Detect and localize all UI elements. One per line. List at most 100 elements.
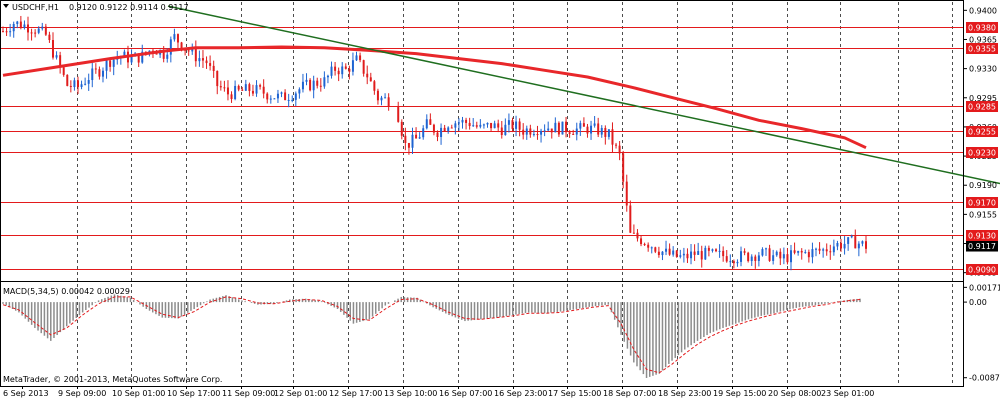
price-level-label: 0.9130 <box>968 232 996 241</box>
macd-axis-label: -0.00877 <box>969 374 1000 383</box>
candle-body <box>407 142 410 148</box>
candle-body <box>682 253 685 256</box>
candle-body <box>836 243 839 247</box>
candle-body <box>707 247 710 251</box>
candle-body <box>490 122 493 129</box>
level-labels: 0.9380 0.9355 0.9285 0.9255 0.9230 0.9170 0.91… <box>966 22 998 275</box>
moving-average-line[interactable] <box>2 45 867 150</box>
dropdown-triangle-icon[interactable] <box>3 4 9 8</box>
candle-body <box>579 123 582 129</box>
candle-body <box>319 85 322 87</box>
price-level-tag <box>966 22 998 33</box>
candle-body <box>241 89 244 91</box>
time-axis-label: 17 Sep 15:00 <box>548 389 601 398</box>
candle-body <box>704 247 707 260</box>
candle-body <box>176 34 179 43</box>
candle-body <box>650 247 653 249</box>
price-level-tag <box>966 101 998 112</box>
candle-body <box>248 84 251 91</box>
trendline[interactable] <box>167 5 1000 185</box>
candle-body <box>582 123 585 127</box>
candle-body <box>668 248 671 255</box>
candle-body <box>432 124 435 133</box>
candle-body <box>722 250 725 257</box>
candle-body <box>743 251 746 253</box>
candle-body <box>854 236 857 249</box>
candle-body <box>400 121 403 136</box>
candle-body <box>141 51 144 63</box>
candle-body <box>309 79 312 91</box>
ohlc-readout: 0.9120 0.9122 0.9114 0.9117 <box>69 3 189 12</box>
candle-body <box>754 256 757 261</box>
time-axis-label: 19 Sep 15:00 <box>713 389 766 398</box>
candle-body <box>266 93 269 100</box>
candle-body <box>543 130 546 132</box>
candle-body <box>568 132 571 134</box>
candle-body <box>415 134 418 139</box>
candle-body <box>550 128 553 133</box>
price-axis-label: 0.9330 <box>969 65 997 74</box>
candle-body <box>359 55 362 61</box>
price-level-tag <box>966 230 998 241</box>
candle-body <box>475 125 478 127</box>
candle-body <box>262 86 265 94</box>
candle-body <box>757 255 760 261</box>
candle-body <box>422 128 425 138</box>
candle-body <box>105 60 108 71</box>
macd-axis-label: 0.00 <box>969 298 987 307</box>
candle-body <box>244 84 247 91</box>
candle-body <box>173 34 176 40</box>
candle-body <box>23 24 26 29</box>
price-axis-label: 0.9190 <box>969 181 997 190</box>
candle-body <box>305 79 308 82</box>
candle-body <box>565 121 568 133</box>
time-axis-label: 20 Sep 08:00 <box>768 389 821 398</box>
candle-body <box>636 232 639 239</box>
candles <box>2 15 867 271</box>
candle-body <box>593 123 596 126</box>
candle-body <box>822 249 825 251</box>
candle-body <box>700 251 703 260</box>
candle-body <box>66 74 69 86</box>
candle-body <box>205 60 208 64</box>
price-axis-label: 0.9400 <box>969 6 997 15</box>
time-axis-label: 13 Sep 10:00 <box>384 389 437 398</box>
time-axis-label: 16 Sep 23:00 <box>494 389 547 398</box>
candle-body <box>557 122 560 135</box>
candle-body <box>772 255 775 261</box>
candle-body <box>44 26 47 35</box>
candle-body <box>269 98 272 100</box>
price-level-tag <box>966 43 998 54</box>
candle-body <box>632 232 635 234</box>
candle-body <box>436 132 439 137</box>
candle-body <box>51 40 54 58</box>
candle-body <box>251 90 254 94</box>
candle-body <box>807 252 810 258</box>
candle-body <box>380 97 383 101</box>
candle-body <box>373 81 376 91</box>
horizontal-levels <box>0 27 963 270</box>
candle-body <box>536 134 539 136</box>
candle-body <box>425 119 428 129</box>
candle-body <box>597 123 600 135</box>
candle-body <box>736 261 739 264</box>
candle-body <box>825 249 828 252</box>
candle-body <box>298 89 301 94</box>
candle-body <box>500 127 503 136</box>
candle-body <box>162 50 165 59</box>
candle-body <box>287 99 290 101</box>
candle-body <box>615 144 618 146</box>
candle-body <box>775 251 778 256</box>
candle-body <box>194 47 197 62</box>
candle-body <box>786 254 789 263</box>
candle-body <box>355 55 358 61</box>
candle-body <box>201 58 204 61</box>
candle-body <box>850 236 853 238</box>
candle-body <box>715 249 718 252</box>
candle-body <box>404 135 407 143</box>
candle-body <box>547 128 550 131</box>
candle-body <box>284 92 287 101</box>
